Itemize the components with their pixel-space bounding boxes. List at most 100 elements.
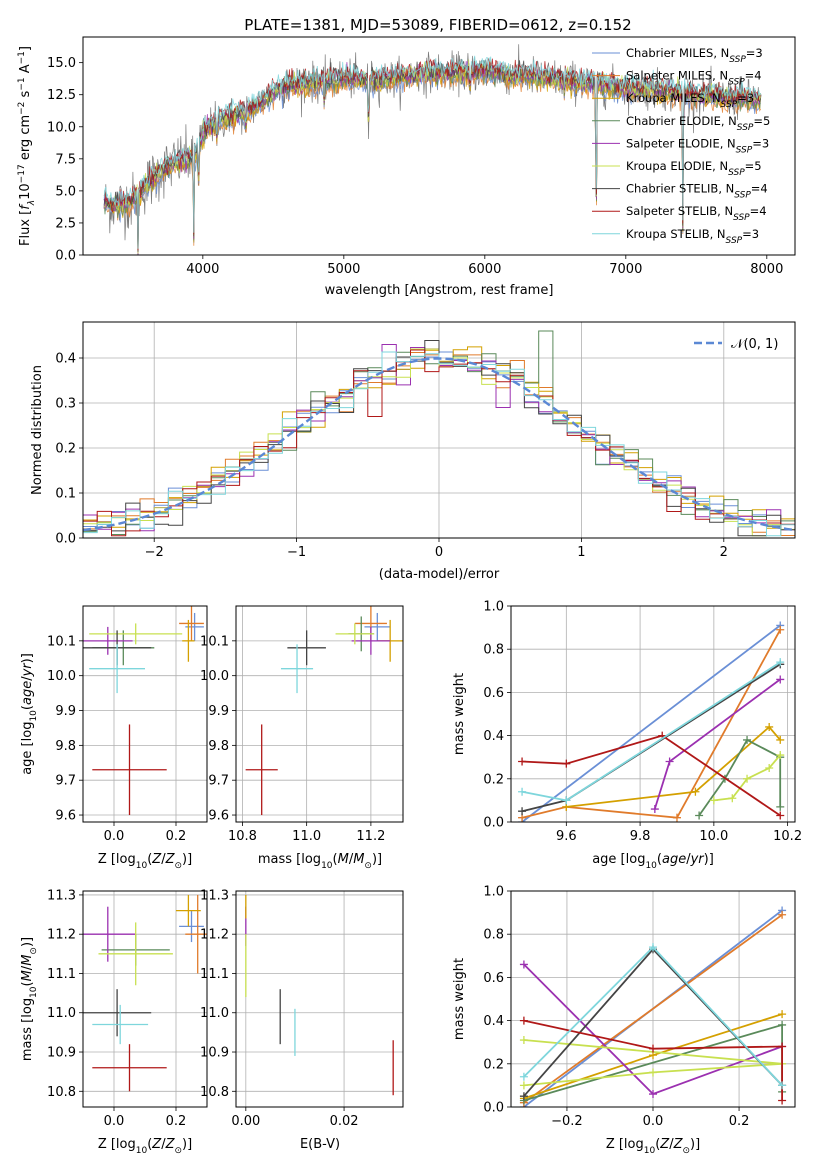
x-axis-label: mass [log10(M/M⊙)] [258, 852, 382, 871]
x-tick-label: 0.2 [729, 1114, 750, 1129]
series-marker [778, 1020, 787, 1029]
series-marker [519, 1016, 528, 1025]
series-kroupa-stelib [518, 658, 785, 805]
legend-label: Salpeter STELIB, NSSP=4 [626, 204, 767, 223]
y-tick-label: 11.0 [200, 1006, 229, 1021]
y-tick-label: 7.5 [55, 152, 76, 167]
spectrum-legend: Chabrier MILES, NSSP=3 Salpeter MILES, NS… [592, 46, 770, 246]
x-axis-label: (data-model)/error [379, 567, 500, 582]
series-marker [776, 751, 785, 760]
series-marker [776, 802, 785, 811]
plot-area [519, 906, 787, 1107]
y-tick-label: 0.2 [55, 442, 76, 457]
panel-mass-weight-vs-Z: −0.2 0.0 0.2 0.0 0.2 0.4 0.6 0.8 1.0 [483, 885, 796, 1129]
x-tick-label: 0.2 [166, 1114, 187, 1129]
x-tick-label: 11.0 [292, 829, 321, 844]
histogram-legend: 𝒩(0, 1) [694, 337, 778, 352]
series-marker [778, 1081, 787, 1090]
y-tick-label: 9.6 [55, 809, 76, 824]
series-salpeter-stelib [518, 731, 785, 820]
x-tick-label: 5000 [327, 262, 360, 277]
series-marker [776, 811, 785, 820]
y-tick-label: 0.6 [483, 971, 504, 986]
panel-mass-vs-EBV: 0.00 0.02 10.8 10.9 11.0 11.1 11.2 11.3 [200, 888, 404, 1129]
y-axis-label: Flux [fλ10−17 erg cm−2 s−1 A−1] [17, 46, 37, 246]
x-tick-label: 0.02 [330, 1114, 359, 1129]
y-axis-label: age [log10(age/yr)] [20, 653, 39, 775]
series-marker [709, 796, 718, 805]
y-tick-label: 9.9 [55, 704, 76, 719]
series-marker [776, 735, 785, 744]
series-marker [778, 910, 787, 919]
errorbar-kroupa-miles [182, 619, 195, 662]
y-tick-label: 9.7 [208, 774, 229, 789]
y-tick-label: 0.3 [55, 397, 76, 412]
axes-frame [235, 605, 404, 823]
series-marker [519, 1072, 528, 1081]
y-tick-label: 0.6 [483, 686, 504, 701]
legend-label: Salpeter ELODIE, NSSP=3 [626, 136, 769, 155]
panel-mass-vs-Z: 0.0 0.2 10.8 10.9 11.0 11.1 11.2 11.3 [47, 888, 208, 1129]
errorbar-salpeter-stelib [92, 724, 167, 816]
series-marker [649, 1090, 657, 1099]
errorbar-chabrier-stelib [83, 989, 152, 1037]
series-marker [649, 1044, 657, 1053]
axes-frame [82, 605, 208, 823]
y-axis-label: mass [log10(M/M⊙)] [20, 937, 39, 1061]
x-tick-label: 0.00 [231, 1114, 260, 1129]
series-line [521, 661, 781, 802]
y-tick-label: 10.1 [47, 634, 76, 649]
series-chabrier-elodie [695, 735, 785, 820]
legend-label: Kroupa ELODIE, NSSP=5 [626, 159, 762, 178]
series-marker [778, 1042, 787, 1051]
x-tick-label: 9.6 [556, 829, 577, 844]
series-marker [695, 811, 704, 820]
x-tick-label: −2 [145, 545, 164, 560]
x-tick-label: 0.0 [104, 1114, 125, 1129]
y-tick-label: 10.0 [47, 669, 76, 684]
series-marker [518, 807, 527, 816]
x-axis-label: E(B-V) [300, 1137, 340, 1152]
plot-area [83, 330, 795, 537]
series-marker [649, 943, 657, 952]
y-axis-label: Normed distribution [30, 365, 45, 495]
series-salpeter-elodie [519, 960, 787, 1099]
legend-label: Chabrier STELIB, NSSP=4 [626, 182, 768, 201]
y-axis-label: mass weight [452, 958, 467, 1040]
x-axis-label: Z [log10(Z/Z⊙)] [98, 852, 192, 871]
legend-label: Kroupa MILES, NSSP=3 [626, 91, 754, 110]
series-line [523, 1019, 783, 1101]
y-tick-label: 0.4 [483, 1014, 504, 1029]
series-marker [672, 813, 681, 822]
series-salpeter-stelib [519, 1016, 787, 1105]
series-marker [743, 774, 752, 783]
errorbar-salpeter-stelib [92, 1044, 167, 1092]
y-tick-label: 10.9 [200, 1046, 229, 1061]
x-tick-label: 11.2 [356, 829, 385, 844]
errorbar-salpeter-miles [179, 606, 204, 641]
x-tick-label: 10.0 [699, 829, 728, 844]
series-salpeter-elodie [650, 675, 785, 814]
x-tick-label: 10.8 [228, 829, 257, 844]
y-axis-label: mass weight [452, 673, 467, 755]
y-tick-label: 11.0 [47, 1006, 76, 1021]
errorbar-kroupa-elodie [89, 623, 183, 645]
y-tick-label: 0.0 [55, 532, 76, 547]
x-tick-label: 6000 [468, 262, 501, 277]
series-kroupa-elodie [709, 751, 785, 805]
x-tick-label: 2 [720, 545, 728, 560]
x-tick-label: −0.2 [551, 1114, 583, 1129]
series-marker [765, 764, 774, 772]
series-marker [776, 625, 785, 634]
series-line [521, 629, 781, 819]
plot-area [518, 621, 785, 822]
y-tick-label: 11.1 [47, 967, 76, 982]
model-spectrum-chabrier-miles [103, 64, 761, 255]
plot-area [103, 44, 762, 255]
x-axis-label: Z [log10(Z/Z⊙)] [98, 1137, 192, 1156]
panel-residual-histogram: −2 −1 0 1 2 0.0 0.1 0.2 0.3 0.4 [55, 321, 796, 560]
x-axis-label: age [log10(age/yr)] [592, 852, 714, 871]
legend-label: Chabrier ELODIE, NSSP=5 [626, 114, 770, 133]
errorbar-chabrier-miles [364, 612, 391, 641]
series-marker [518, 787, 527, 796]
